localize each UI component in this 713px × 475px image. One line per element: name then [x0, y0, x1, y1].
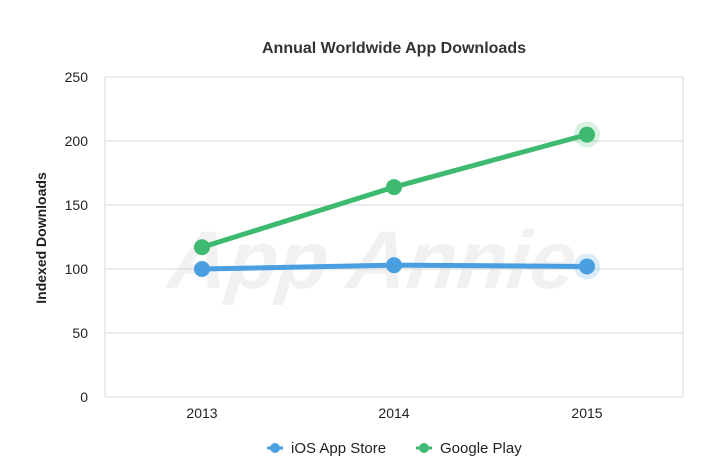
data-point-ios-app-store[interactable] — [386, 257, 402, 274]
x-tick-label: 2014 — [378, 405, 409, 421]
y-axis-label: Indexed Downloads — [33, 172, 49, 304]
x-tick-label: 2013 — [186, 405, 217, 421]
chart-title: Annual Worldwide App Downloads — [262, 40, 526, 57]
watermark: App Annie — [162, 215, 580, 306]
y-axis-ticks: 0 50 100 150 200 250 — [65, 69, 89, 405]
data-point-google-play[interactable] — [194, 239, 210, 256]
y-tick-label: 50 — [72, 325, 88, 341]
legend-marker — [270, 443, 280, 453]
x-tick-label: 2015 — [571, 405, 602, 421]
y-tick-label: 200 — [65, 133, 89, 149]
y-tick-label: 0 — [80, 389, 88, 405]
legend-item-ios-app-store[interactable]: iOS App Store — [267, 440, 386, 457]
legend-label: iOS App Store — [291, 440, 386, 457]
legend-label: Google Play — [440, 440, 522, 457]
y-tick-label: 100 — [65, 261, 89, 277]
legend: iOS App Store Google Play — [267, 440, 522, 457]
legend-marker — [419, 443, 429, 453]
x-axis-ticks: 2013 2014 2015 — [186, 405, 602, 421]
data-point-ios-app-store[interactable] — [194, 261, 210, 277]
series-lines — [194, 121, 600, 280]
data-point-google-play[interactable] — [386, 179, 402, 196]
legend-item-google-play[interactable]: Google Play — [416, 440, 522, 457]
y-tick-label: 250 — [65, 69, 89, 85]
y-tick-label: 150 — [65, 197, 89, 213]
data-point-google-play[interactable] — [579, 126, 595, 143]
data-point-ios-app-store[interactable] — [579, 258, 595, 275]
